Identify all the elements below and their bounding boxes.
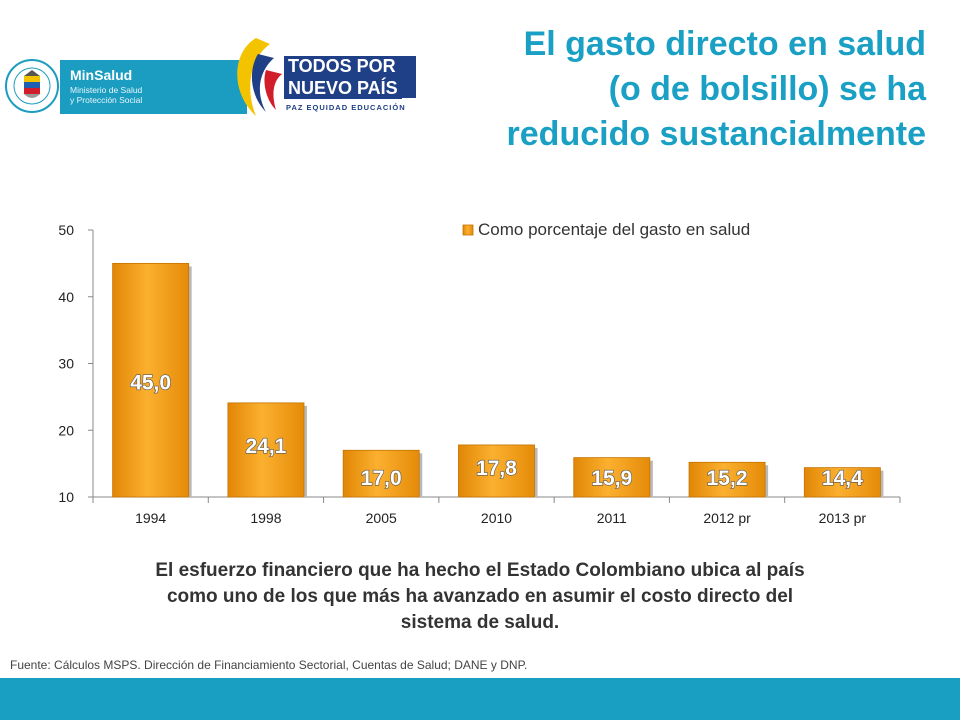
title-line-3: reducido sustancialmente: [506, 115, 926, 153]
bar-data-label: 17,0: [361, 467, 402, 490]
bar: [688, 461, 766, 498]
chart-data-labels: 45,0 24,1 17,0 17,8 15,9 15,2 14,4: [130, 371, 864, 491]
x-tick-label: 1994: [135, 510, 166, 526]
legend-label: Como porcentaje del gasto en salud: [478, 220, 750, 239]
bar: [803, 467, 881, 498]
y-tick-label: 10: [58, 489, 74, 505]
bar: [342, 449, 420, 498]
bar: [458, 444, 535, 498]
x-tick-label: 2005: [366, 510, 397, 526]
bar: [573, 457, 651, 498]
y-tick-label: 30: [58, 356, 74, 372]
source-note: Fuente: Cálculos MSPS. Dirección de Fina…: [10, 658, 528, 672]
bar-data-label: 15,9: [591, 467, 632, 490]
bar: [227, 402, 305, 498]
chart-legend: Como porcentaje del gasto en salud: [462, 220, 750, 239]
page-title: El gasto directo en salud (o de bolsillo…: [366, 22, 926, 157]
y-tick-label: 40: [58, 289, 74, 305]
y-tick-label: 50: [58, 222, 74, 238]
slogan-line-3: PAZ EQUIDAD EDUCACIÓN: [286, 103, 406, 112]
x-tick-label: 2010: [481, 510, 512, 526]
minsalud-logo: MinSalud Ministerio de Salud y Protecció…: [60, 60, 247, 114]
logos-area: MinSalud Ministerio de Salud y Protecció…: [0, 28, 420, 128]
bar-data-label: 15,2: [707, 467, 748, 490]
bar-data-label: 24,1: [245, 435, 286, 458]
caption-line-1: El esfuerzo financiero que ha hecho el E…: [155, 560, 805, 581]
bar: [112, 262, 190, 498]
x-tick-label: 1998: [250, 510, 281, 526]
bar-data-label: 14,4: [822, 467, 863, 490]
footer-bar: [0, 678, 960, 720]
x-tick-label: 2013 pr: [819, 510, 867, 526]
chart-caption: El esfuerzo financiero que ha hecho el E…: [60, 558, 900, 636]
slogan-line-2: NUEVO PAÍS: [284, 78, 402, 99]
y-tick-label: 20: [58, 422, 74, 438]
x-tick-label: 2011: [597, 510, 627, 526]
bar-data-label: 17,8: [476, 457, 517, 480]
bar-chart: 10 20 30 40 50 1994 1998 2005 2010 2011 2012 pr 201…: [58, 220, 901, 526]
title-line-2: (o de bolsillo) se ha: [608, 70, 926, 108]
minsalud-name: MinSalud: [70, 67, 133, 83]
chart-bars: [112, 262, 884, 498]
caption-line-3: sistema de salud.: [400, 612, 560, 633]
colombia-seal-logo: [5, 59, 59, 113]
title-line-1: El gasto directo en salud: [523, 25, 926, 63]
todos-por-un-nuevo-pais-logo: TODOS POR UN NUEVO PAÍS PAZ EQUIDAD EDUC…: [226, 34, 416, 120]
legend-swatch: [462, 224, 474, 236]
minsalud-subtitle: Ministerio de Salud y Protección Social: [70, 85, 143, 105]
x-tick-label: 2012 pr: [703, 510, 751, 526]
flag-swoosh-icon: [237, 38, 282, 116]
caption-line-2: como uno de los que más ha avanzado en a…: [166, 586, 794, 607]
bar-data-label: 45,0: [130, 372, 171, 395]
